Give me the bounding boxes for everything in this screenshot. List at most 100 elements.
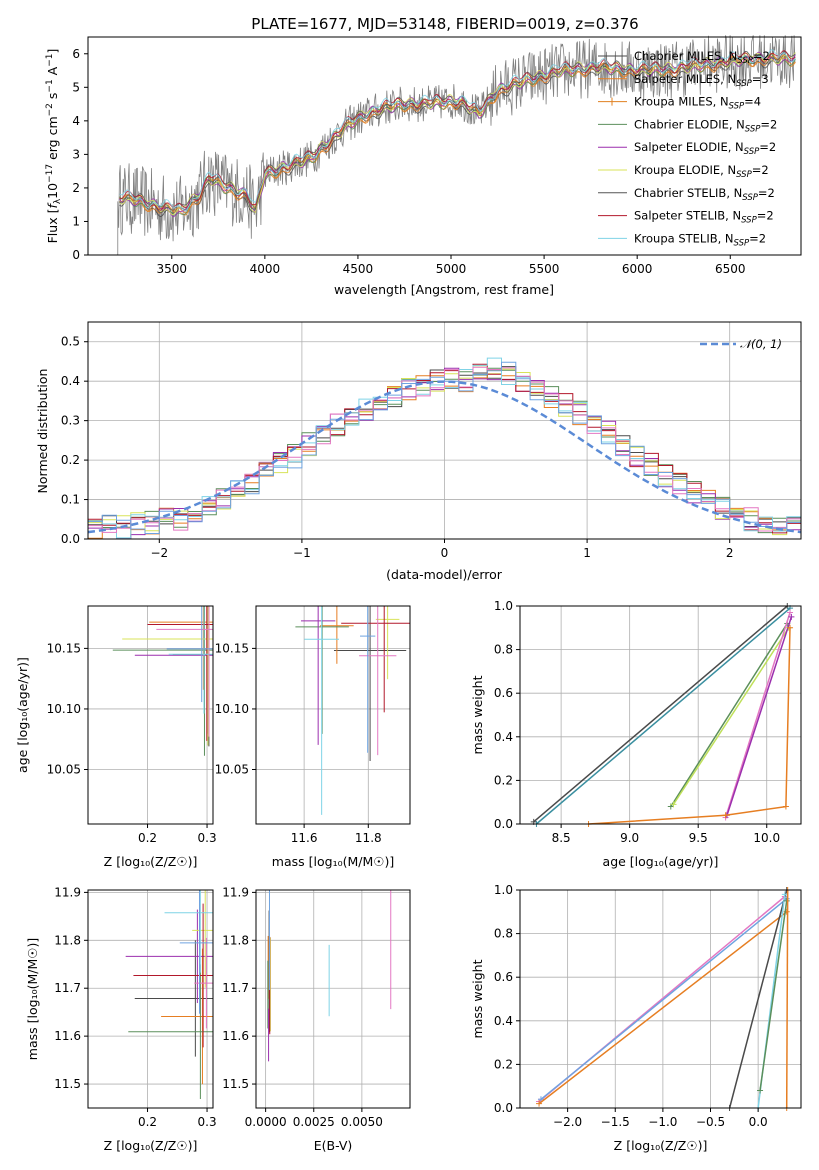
y-tick-label: 0.8 xyxy=(494,927,513,941)
x-tick-label: 10.0 xyxy=(753,831,780,845)
y-tick-label: 11.7 xyxy=(54,981,81,995)
mass-weight-line xyxy=(538,911,788,1105)
y-tick-label: 0.4 xyxy=(494,730,513,744)
y-tick-label: 0.6 xyxy=(494,970,513,984)
y-tick-label: 3 xyxy=(72,147,80,161)
x-tick-label: −1 xyxy=(293,546,311,560)
legend-gaussian-label: 𝒩(0, 1) xyxy=(740,337,782,351)
mass-weight-line xyxy=(785,889,789,1109)
y-tick-label: 10.15 xyxy=(215,641,249,655)
legend-label: Kroupa MILES, NSSP=4 xyxy=(634,95,761,112)
parameter-panel: 0.0000 0.0025 0.0050 11.5 11.6 11.7 11.8 11.9 E(… xyxy=(222,885,411,1153)
y-tick-label: 0.4 xyxy=(61,374,80,388)
y-tick-label: 0.2 xyxy=(61,453,80,467)
x-tick-label: 6500 xyxy=(715,262,746,276)
y-tick-label: 0.5 xyxy=(61,335,80,349)
panel-axes xyxy=(519,889,802,1109)
y-tick-label: 11.6 xyxy=(222,1029,249,1043)
mass-weight-marker xyxy=(722,812,729,819)
spectrum-y-ticks: 0 1 2 3 4 5 6 xyxy=(72,47,88,262)
y-tick-label: 0.4 xyxy=(494,1014,513,1028)
y-tick-label: 2 xyxy=(72,181,80,195)
x-tick-label: 0.0025 xyxy=(293,1115,335,1129)
y-tick-label: 0.8 xyxy=(494,643,513,657)
y-tick-label: 10.05 xyxy=(215,763,249,777)
parameter-panel: 11.6 11.8 10.05 10.10 10.15 mass [log₁₀(M/M☉)… xyxy=(215,605,411,869)
panel-x-label: age [log₁₀(age/yr)] xyxy=(603,854,719,869)
residual-grid xyxy=(88,322,801,539)
y-tick-label: 0.2 xyxy=(494,773,513,787)
residual-x-label: (data-model)/error xyxy=(386,567,503,582)
x-tick-label: 6000 xyxy=(622,262,653,276)
legend-label: Chabrier ELODIE, NSSP=2 xyxy=(634,117,777,134)
x-tick-label: −1.0 xyxy=(648,1115,677,1129)
gaussian-curve xyxy=(87,380,802,534)
x-tick-label: 0.2 xyxy=(138,1115,157,1129)
x-tick-label: −0.5 xyxy=(696,1115,725,1129)
spectrum-panel: 3500 4000 4500 5000 5500 6000 6500 0 1 2 3 4 5 6 wav… xyxy=(45,35,802,297)
y-tick-label: 10.10 xyxy=(47,702,81,716)
panel-x-label: mass [log₁₀(M/M☉)] xyxy=(272,854,394,869)
mass-weight-line xyxy=(588,627,791,825)
spectrum-lines xyxy=(117,35,796,255)
y-tick-label: 10.15 xyxy=(47,641,81,655)
x-tick-label: −2.0 xyxy=(553,1115,582,1129)
x-tick-label: 0.0050 xyxy=(341,1115,383,1129)
panel-x-label: Z [log₁₀(Z/Z☉)] xyxy=(104,854,198,869)
legend-label: Salpeter MILES, NSSP=3 xyxy=(634,72,769,89)
y-tick-label: 11.5 xyxy=(222,1077,249,1091)
y-tick-label: 6 xyxy=(72,47,80,61)
mass-weight-line xyxy=(724,612,791,818)
residual-histogram xyxy=(88,361,801,534)
mass-weight-marker xyxy=(757,1087,764,1094)
model-spectrum xyxy=(119,51,796,218)
panel-axes xyxy=(87,889,214,1109)
panel-y-label: mass weight xyxy=(470,675,485,754)
spectrum-x-ticks: 3500 4000 4500 5000 5500 6000 6500 xyxy=(156,255,746,276)
legend-label: Kroupa STELIB, NSSP=2 xyxy=(634,231,766,248)
parameter-panel: 0.2 0.3 11.5 11.6 11.7 11.8 11.9 Z [log₁₀(Z/Z☉)… xyxy=(25,885,217,1153)
mass-weight-line xyxy=(540,898,788,1100)
panel-x-label: E(B-V) xyxy=(314,1138,353,1153)
x-tick-label: 4000 xyxy=(250,262,281,276)
y-tick-label: 11.8 xyxy=(222,933,249,947)
x-tick-label: 8.5 xyxy=(552,831,571,845)
x-tick-label: 11.6 xyxy=(291,831,318,845)
y-tick-label: 11.5 xyxy=(54,1077,81,1091)
mass-weight-line xyxy=(728,889,788,1109)
model-spectrum xyxy=(119,53,796,216)
x-tick-label: 0 xyxy=(441,546,449,560)
y-tick-label: 0.1 xyxy=(61,493,80,507)
y-tick-label: 11.9 xyxy=(54,885,81,899)
y-tick-label: 1.0 xyxy=(494,599,513,613)
y-tick-label: 0.0 xyxy=(61,532,80,546)
mass-weight-line xyxy=(759,900,788,1091)
model-spectrum xyxy=(119,50,796,214)
x-tick-label: 0.0000 xyxy=(245,1115,287,1129)
x-tick-label: 1 xyxy=(583,546,591,560)
y-tick-label: 0 xyxy=(72,248,80,262)
figure-title: PLATE=1677, MJD=53148, FIBERID=0019, z=0… xyxy=(251,15,638,33)
spectrum-legend: Chabrier MILES, NSSP=2 Salpeter MILES, NS… xyxy=(598,49,777,248)
x-tick-label: 11.8 xyxy=(355,831,382,845)
panel-axes xyxy=(255,605,411,825)
mass-weight-marker xyxy=(787,624,794,631)
x-tick-label: 5000 xyxy=(436,262,467,276)
mass-weight-marker xyxy=(670,801,677,808)
panel-axes xyxy=(87,605,214,825)
mass-weight-marker xyxy=(787,609,794,616)
x-tick-label: 0.2 xyxy=(138,831,157,845)
mass-weight-marker xyxy=(536,1100,543,1107)
legend-label: Chabrier STELIB, NSSP=2 xyxy=(634,186,775,203)
legend-label: Chabrier MILES, NSSP=2 xyxy=(634,49,770,66)
x-tick-label: 9.5 xyxy=(689,831,708,845)
y-tick-label: 10.10 xyxy=(215,702,249,716)
x-tick-label: 4500 xyxy=(343,262,374,276)
y-tick-label: 0.2 xyxy=(494,1057,513,1071)
mass-weight-line xyxy=(535,607,791,825)
legend-label: Kroupa ELODIE, NSSP=2 xyxy=(634,163,769,180)
parameter-panel: 0.2 0.3 10.05 10.10 10.15 Z [log₁₀(Z/Z☉)] age … xyxy=(15,605,217,869)
panel-y-label: age [log₁₀(age/yr)] xyxy=(15,657,30,773)
spectrum-y-label: Flux [fλ10−17 erg cm−2 s−1 A−1] xyxy=(45,49,63,244)
